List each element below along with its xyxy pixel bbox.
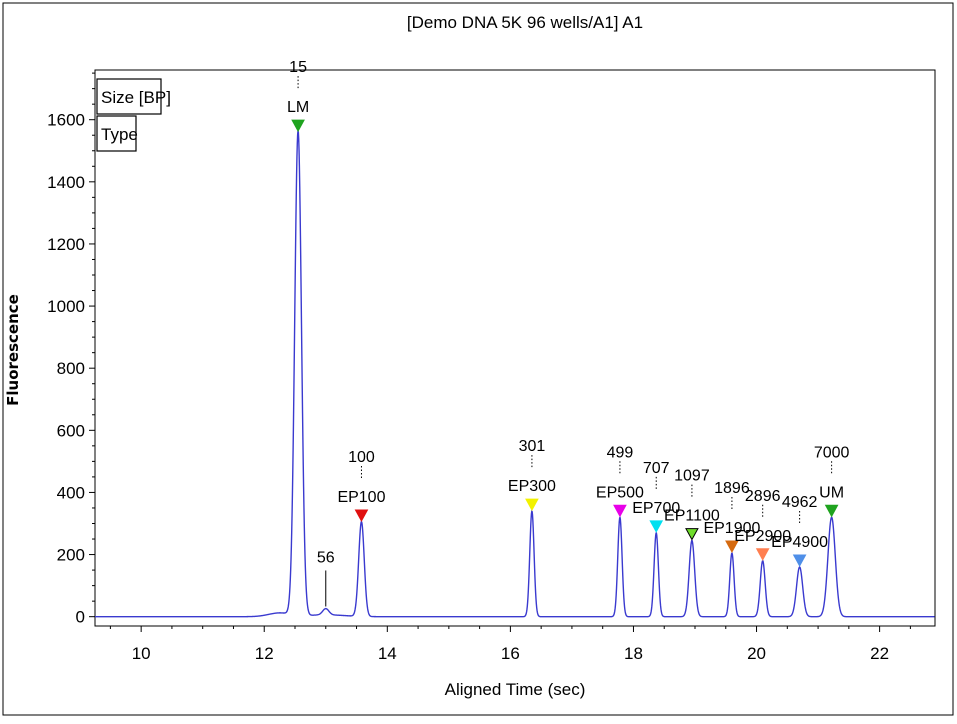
y-axis-title: Fluorescence [4, 294, 22, 406]
peak-triangle [525, 498, 539, 512]
peak-type-label: EP100 [337, 489, 385, 506]
peak-marker-15: LM 15 [287, 59, 309, 133]
legend-type-label: Type [101, 125, 138, 144]
peak-triangle [291, 119, 305, 133]
peak-marker-1896: EP1900 1896 [703, 480, 760, 554]
peak-triangle [354, 509, 369, 522]
peak-marker-499: EP500 499 [596, 444, 644, 518]
peak-triangle [824, 504, 839, 518]
x-tick-label: 14 [378, 644, 397, 663]
legend-type-box [96, 115, 137, 152]
peak-type-label: UM [819, 484, 844, 501]
y-tick-label: 1200 [47, 235, 85, 254]
peak-marker-7000: UM 7000 [814, 444, 850, 518]
peak-size-label: 499 [607, 444, 634, 461]
x-tick-label: 10 [132, 644, 151, 663]
fluorescence-trace [95, 130, 935, 618]
peak-size-label: 4962 [782, 494, 818, 511]
legend-size-box [96, 78, 162, 115]
peak-marker-707: EP700 707 [632, 460, 680, 533]
peak-annotations: LM1556EP100100EP300301EP500499EP700707EP… [287, 59, 850, 607]
peak-marker-1097: EP1100 1097 [664, 468, 720, 541]
peak-triangle [685, 528, 699, 541]
y-tick-label: 1400 [47, 173, 85, 192]
peak-triangle [792, 554, 807, 568]
peak-type-label: EP1100 [664, 508, 720, 525]
peak-size-label: 1097 [674, 468, 710, 485]
peak-type-label: EP1900 [703, 520, 760, 537]
peak-type-label: EP2900 [734, 528, 791, 545]
peak-size-label: 56 [317, 549, 335, 566]
y-tick-label: 0 [76, 608, 85, 627]
peak-marker-2896: EP2900 2896 [734, 488, 791, 561]
peak-type-label: EP300 [508, 478, 556, 495]
peak-size-label: 301 [519, 438, 546, 455]
y-tick-label: 200 [57, 546, 85, 565]
peak-size-label: 100 [348, 449, 375, 466]
x-tick-label: 18 [624, 644, 643, 663]
peak-size-label: 15 [289, 59, 307, 76]
legend-size-label: Size [BP] [101, 88, 171, 107]
x-tick-label: 12 [255, 644, 274, 663]
peak-size-label: 1896 [714, 480, 750, 497]
y-tick-label: 1000 [47, 297, 85, 316]
peak-marker-301: EP300 301 [508, 438, 556, 512]
peak-size-label: 707 [643, 460, 670, 477]
legend: Size [BP] Type [96, 78, 171, 152]
peak-marker-56: 56 [317, 549, 335, 607]
plot-area [94, 69, 936, 627]
peak-triangle [613, 504, 627, 518]
peak-type-label: LM [287, 99, 309, 116]
peak-type-label: EP700 [632, 500, 680, 517]
peak-triangle [649, 520, 664, 533]
peak-marker-100: EP100 100 [337, 449, 386, 522]
chart-title: [Demo DNA 5K 96 wells/A1] A1 [407, 13, 643, 32]
peak-triangle [755, 548, 770, 561]
peak-type-label: EP500 [596, 484, 644, 501]
peak-size-label: 7000 [814, 444, 850, 461]
y-tick-label: 400 [57, 483, 85, 502]
y-tick-label: 800 [57, 359, 85, 378]
peak-type-label: EP4900 [771, 534, 828, 551]
x-tick-label: 16 [501, 644, 520, 663]
peak-size-label: 2896 [745, 488, 781, 505]
peak-marker-4962: EP4900 4962 [771, 494, 828, 568]
x-tick-label: 22 [870, 644, 889, 663]
y-tick-label: 600 [57, 421, 85, 440]
peak-triangle [725, 540, 739, 554]
x-axis: 10 12 14 16 18 20 22 [109, 626, 911, 663]
x-tick-label: 20 [747, 644, 766, 663]
y-axis: 0 200 400 600 800 1000 1200 1400 1600 [47, 72, 95, 627]
x-axis-title: Aligned Time (sec) [445, 680, 586, 699]
y-tick-label: 1600 [47, 111, 85, 130]
